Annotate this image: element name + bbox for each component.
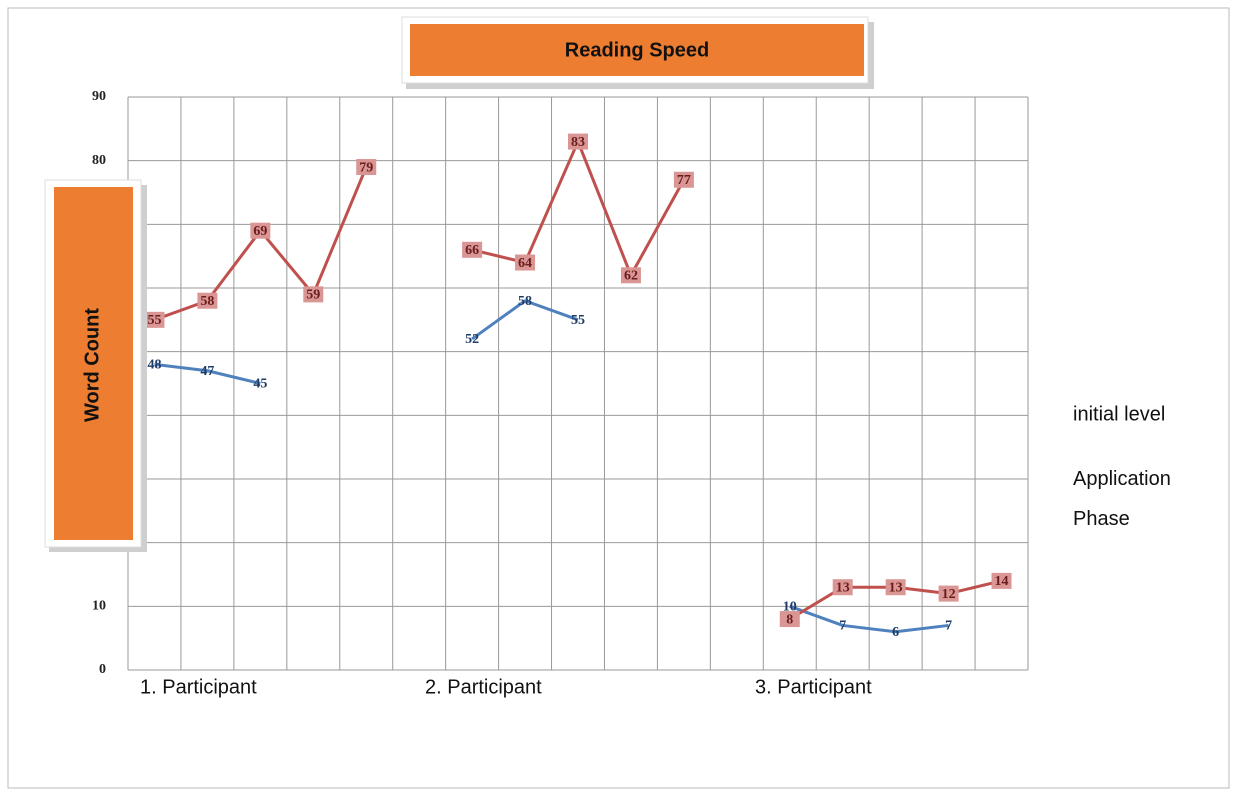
legend-label: Application Phase xyxy=(1073,468,1171,530)
data-label: 52 xyxy=(465,332,479,347)
data-label-box xyxy=(303,286,324,303)
data-label: 13 xyxy=(836,580,850,595)
x-group-label: 1. Participant xyxy=(140,676,257,698)
data-label-box xyxy=(620,267,641,284)
series-line xyxy=(154,299,949,634)
data-label: 10 xyxy=(783,600,797,615)
data-label-box xyxy=(779,611,800,628)
x-group-label: 2. Participant xyxy=(425,676,542,698)
y-axis-label: Word Count xyxy=(81,308,103,422)
y-label-box xyxy=(54,187,133,540)
y-tick-label: 10 xyxy=(92,599,106,614)
data-label-box xyxy=(991,572,1012,589)
data-label-box xyxy=(462,241,483,258)
data-label-box xyxy=(356,159,377,176)
data-label: 55 xyxy=(147,313,161,328)
data-label: 58 xyxy=(200,294,214,309)
data-label: 7 xyxy=(839,619,846,634)
data-label: 6 xyxy=(892,625,899,640)
frame xyxy=(7,7,1230,789)
data-label: 12 xyxy=(942,587,956,602)
legend-label: initial level xyxy=(1073,403,1165,425)
data-label: 55 xyxy=(571,313,585,328)
data-label: 66 xyxy=(465,243,479,258)
data-label-box xyxy=(568,133,588,150)
legend-label-line: Phase xyxy=(1073,508,1130,530)
chart-title: Reading Speed xyxy=(565,39,709,61)
title-box xyxy=(410,24,864,76)
y-tick-label: 0 xyxy=(99,662,106,677)
y-tick-label: 80 xyxy=(92,153,106,168)
x-group-label: 3. Participant xyxy=(755,676,872,698)
data-label: 64 xyxy=(518,256,532,271)
data-label: 62 xyxy=(624,268,638,283)
data-label: 48 xyxy=(147,358,161,373)
data-label: 45 xyxy=(253,377,267,392)
data-label-box xyxy=(250,222,271,239)
data-label: 77 xyxy=(677,173,691,188)
data-label-box xyxy=(885,579,906,596)
data-label: 8 xyxy=(786,612,793,627)
data-label-box xyxy=(197,292,218,309)
data-label: 79 xyxy=(359,160,373,175)
data-label: 69 xyxy=(253,224,267,239)
data-label-box xyxy=(144,311,165,328)
data-label: 14 xyxy=(995,574,1009,589)
legend-label-line: Application xyxy=(1073,468,1171,490)
data-label: 59 xyxy=(306,288,320,303)
data-label-box xyxy=(673,171,694,188)
data-label: 47 xyxy=(200,364,214,379)
data-label: 58 xyxy=(518,294,532,309)
data-label: 83 xyxy=(571,135,585,150)
data-label-box xyxy=(515,254,536,271)
data-label: 13 xyxy=(889,580,903,595)
data-label: 7 xyxy=(945,619,952,634)
y-tick-label: 90 xyxy=(92,89,106,104)
data-label-box xyxy=(938,585,959,602)
data-label-box xyxy=(832,579,853,596)
